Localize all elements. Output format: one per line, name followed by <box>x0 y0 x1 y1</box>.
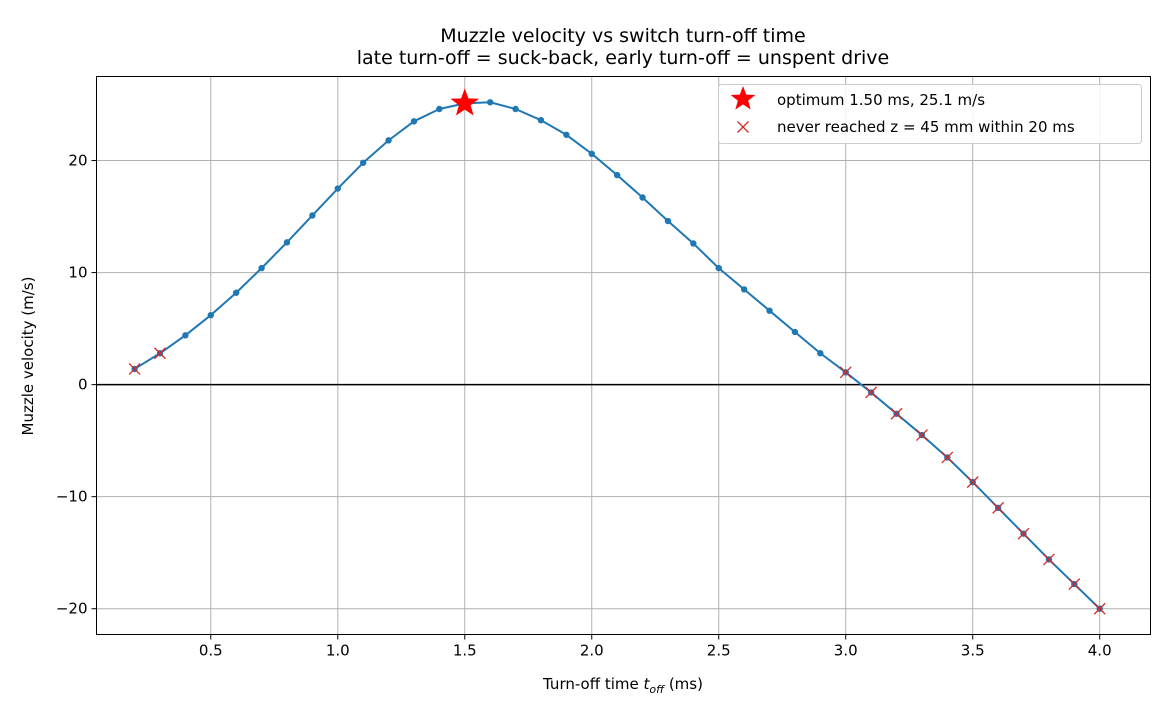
series-point <box>232 289 240 296</box>
x-stroke <box>865 386 878 399</box>
series-point <box>817 350 824 357</box>
x-stroke <box>1068 578 1081 591</box>
series-point <box>385 137 392 144</box>
not-reached-marker <box>941 451 954 464</box>
series-point <box>182 332 189 339</box>
series-point <box>613 171 621 179</box>
x-stroke <box>154 347 166 360</box>
y-tick-label: −10 <box>56 488 88 506</box>
x-stroke <box>966 476 979 489</box>
not-reached-marker <box>890 407 903 420</box>
y-tick-label: 0 <box>78 376 88 394</box>
series-point <box>740 286 748 293</box>
x-axis-label-var: t <box>643 675 650 693</box>
x-stroke <box>839 366 852 379</box>
x-tick-label: 3.5 <box>961 642 985 660</box>
series-point <box>486 99 494 106</box>
chart-subtitle: late turn-off = suck-back, early turn-of… <box>357 47 890 69</box>
x-tick-label: 2.0 <box>580 642 604 660</box>
not-reached-marker <box>915 429 928 442</box>
not-reached-marker <box>128 362 141 375</box>
series-point <box>258 264 265 272</box>
not-reached-marker <box>992 501 1005 514</box>
x-tick-label: 1.5 <box>453 642 477 660</box>
not-reached-marker <box>1068 578 1081 591</box>
series-point <box>766 307 773 314</box>
y-tick-label: 10 <box>68 264 87 282</box>
y-tick-label: 20 <box>68 152 87 170</box>
x-stroke <box>1093 602 1106 615</box>
legend-star-shape <box>730 86 756 110</box>
series-point <box>715 264 722 272</box>
not-reached-marker <box>1042 553 1055 566</box>
series-point <box>436 105 443 113</box>
series-point <box>512 105 519 113</box>
chart-title: Muzzle velocity vs switch turn-off time <box>440 25 805 47</box>
series-point <box>588 150 595 158</box>
x-stroke <box>128 362 141 375</box>
series-point <box>283 239 291 246</box>
y-tick-label: −20 <box>56 600 88 618</box>
legend-box <box>718 84 1142 144</box>
x-stroke <box>992 501 1005 514</box>
x-axis-label-main: Turn-off time <box>542 675 643 693</box>
series-point <box>563 131 570 138</box>
not-reached-marker <box>154 347 166 360</box>
x-axis-label-sub: off <box>649 683 665 696</box>
legend: optimum 1.50 ms, 25.1 m/s never reached … <box>718 84 1142 144</box>
series-point <box>690 240 697 247</box>
x-tick-label: 2.5 <box>707 642 731 660</box>
marker-layer <box>128 88 1106 615</box>
series-point <box>410 118 418 125</box>
legend-not-reached-label: never reached z = 45 mm within 20 ms <box>777 118 1075 136</box>
series-point <box>639 194 646 201</box>
series-point <box>334 185 341 192</box>
x-stroke <box>1017 527 1030 540</box>
legend-optimum-marker <box>730 86 756 110</box>
not-reached-marker <box>839 366 852 379</box>
legend-not-reached-marker <box>737 121 749 133</box>
series-point <box>359 159 367 166</box>
series-point <box>664 217 672 225</box>
tick-layer: 0.5 1.0 1.5 2.0 2.5 3.0 3.5 4.0 −20 −10 0 10 20 <box>56 152 1112 660</box>
x-stroke <box>890 407 903 420</box>
legend-x-shape <box>737 121 749 133</box>
series-point <box>207 311 214 319</box>
not-reached-marker <box>1093 602 1106 615</box>
y-axis-label: Muzzle velocity (m/s) <box>19 277 37 436</box>
x-stroke <box>1042 553 1055 566</box>
not-reached-marker <box>966 476 979 489</box>
legend-optimum-label: optimum 1.50 ms, 25.1 m/s <box>777 91 985 109</box>
x-tick-label: 4.0 <box>1088 642 1112 660</box>
x-tick-label: 0.5 <box>199 642 223 660</box>
optimum-star-marker <box>450 88 480 116</box>
x-stroke <box>737 121 749 133</box>
x-tick-label: 1.0 <box>326 642 350 660</box>
x-tick-label: 3.0 <box>834 642 858 660</box>
plot-frame <box>96 76 1151 635</box>
series-point <box>309 212 316 219</box>
x-stroke <box>941 451 954 464</box>
x-axis-label-unit: (ms) <box>664 675 703 693</box>
not-reached-marker <box>865 386 878 399</box>
x-stroke <box>915 429 928 442</box>
series-point <box>791 328 799 336</box>
not-reached-marker <box>1017 527 1030 540</box>
series-point <box>537 116 545 124</box>
x-axis-label: Turn-off time toff (ms) <box>542 675 703 696</box>
